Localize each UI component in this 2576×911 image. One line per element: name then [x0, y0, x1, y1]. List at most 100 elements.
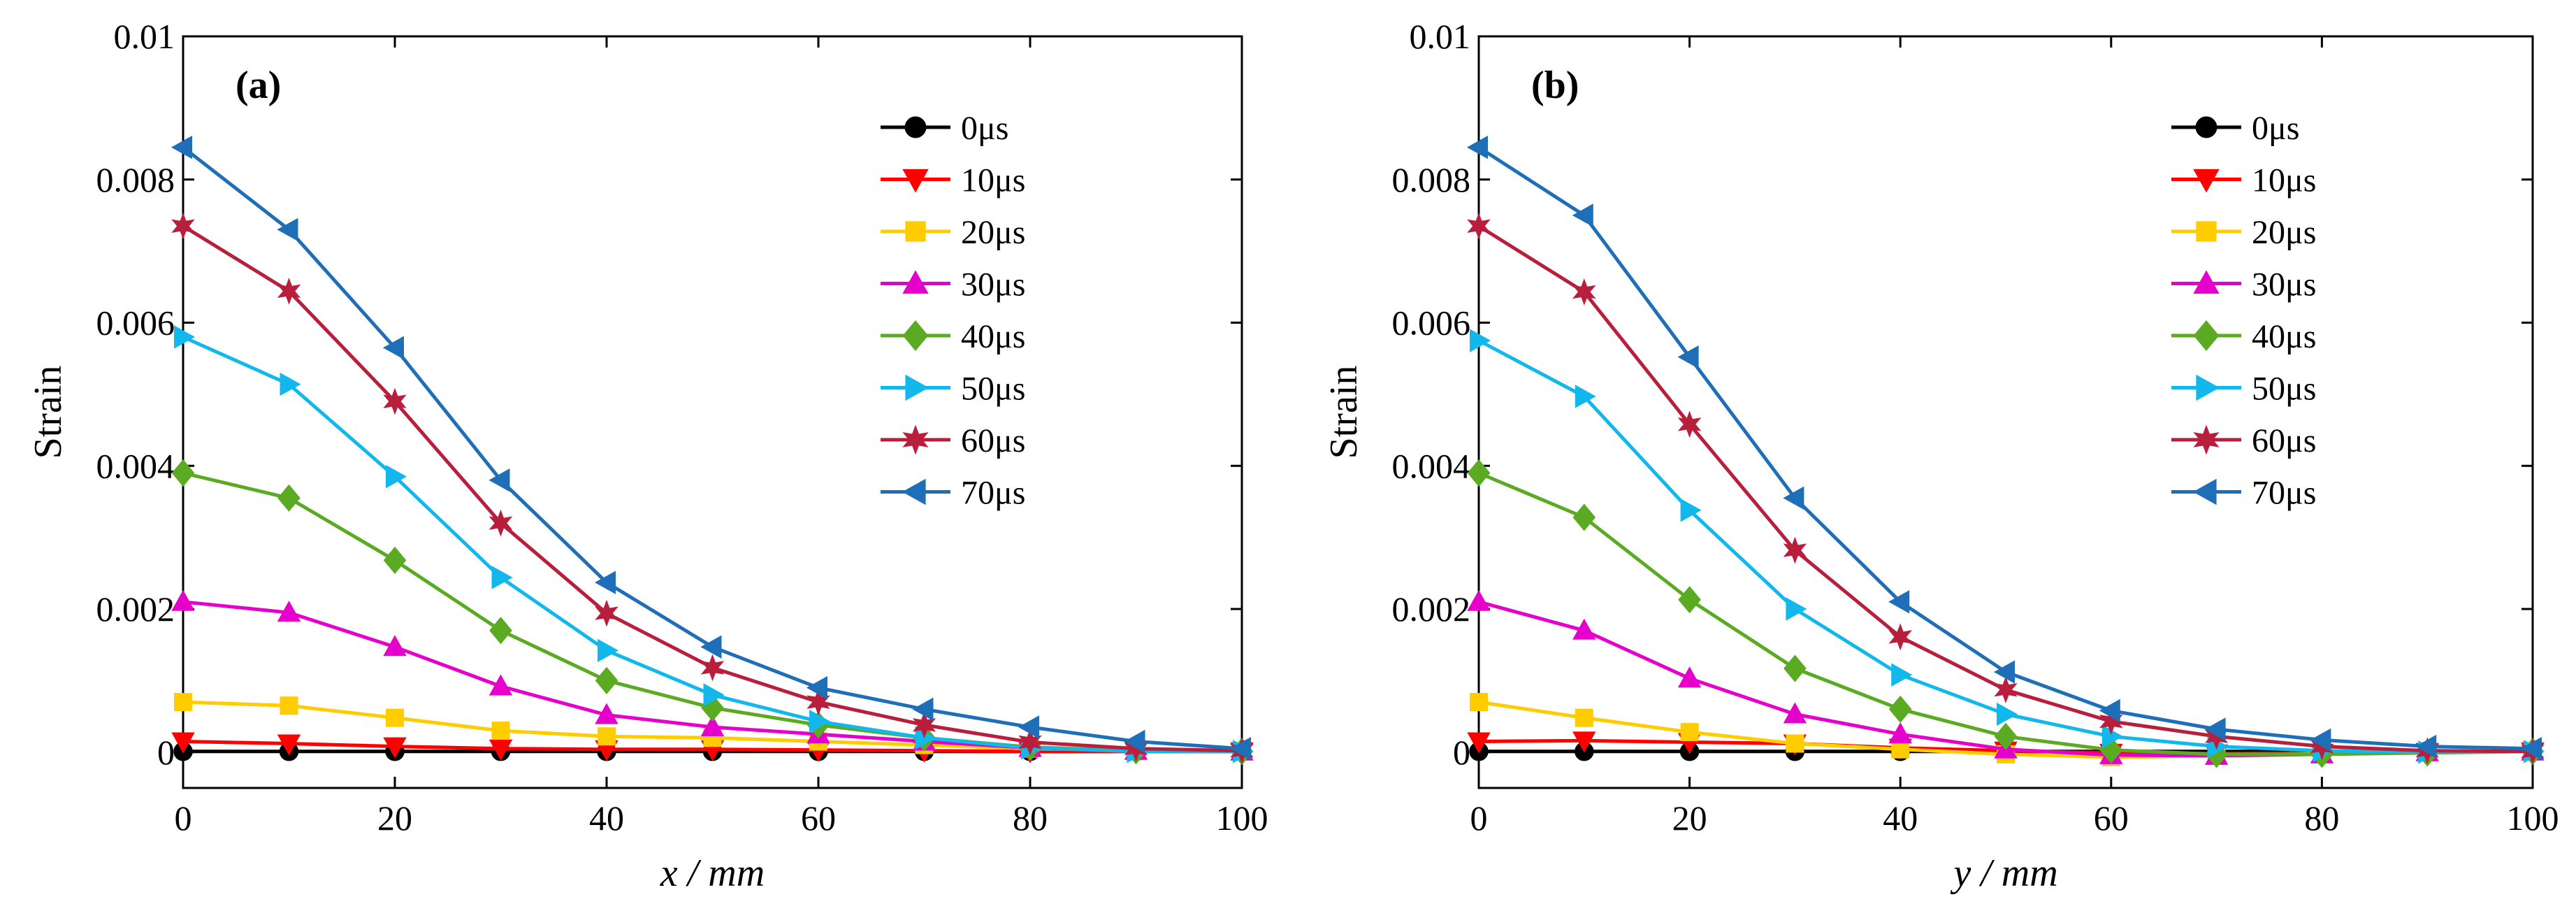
data-point-star-marker: [806, 688, 830, 716]
x-tick-label: 100: [2507, 798, 2559, 838]
data-point-triangle-right-marker: [703, 683, 725, 707]
data-point-triangle-right-marker: [280, 372, 301, 396]
legend-entry-label: 0μs: [2252, 110, 2299, 147]
data-point-star-marker: [1994, 676, 2018, 704]
data-point-triangle-left-marker: [2204, 717, 2226, 741]
x-tick-label: 20: [377, 798, 412, 838]
y-tick-label: 0.008: [1392, 160, 1471, 199]
legend-entry-label: 50μs: [961, 371, 1025, 408]
data-point-triangle-left-marker: [1677, 345, 1699, 369]
data-point-star-marker: [912, 711, 936, 739]
x-tick-label: 0: [175, 798, 192, 838]
data-point-star-marker: [1018, 729, 1042, 756]
y-tick-label: 0.01: [114, 17, 175, 56]
data-point-star-marker: [277, 278, 301, 305]
data-point-diamond-marker: [1467, 459, 1491, 487]
data-point-triangle-left-marker: [1018, 715, 1039, 739]
y-tick-label: 0.01: [1410, 17, 1471, 56]
y-tick-label: 0.006: [96, 303, 175, 343]
y-tick-label: 0: [157, 733, 175, 772]
data-point-triangle-right-marker: [491, 566, 513, 589]
data-point-star-marker: [1677, 410, 1702, 438]
legend-entry-label: 60μs: [2252, 422, 2316, 459]
panel-label: (a): [236, 64, 281, 107]
y-tick-label: 0.004: [96, 446, 175, 485]
y-tick-label: 0.006: [1392, 303, 1471, 343]
plot-frame: [182, 35, 1243, 789]
data-point-triangle-up-marker: [1677, 666, 1702, 688]
data-point-square-marker: [598, 727, 616, 746]
plot-frame: [1477, 35, 2534, 789]
data-point-square-marker: [491, 722, 510, 740]
x-tick-label: 100: [1216, 798, 1268, 838]
legend-triangle-right-marker: [2196, 374, 2220, 401]
legend-entry-label: 30μs: [2252, 266, 2316, 303]
panel-b-chart: 0 20 40 60 80 100 0 0.002 0.004 0.006 0.008 0.01 y /…: [1322, 17, 2559, 895]
data-point-diamond-marker: [1783, 654, 1807, 682]
x-axis-title: x / mm: [660, 852, 765, 895]
data-point-diamond-marker: [1678, 586, 1701, 614]
legend-circle-marker: [2195, 116, 2217, 138]
y-tick-label: 0.004: [1392, 446, 1471, 485]
data-point-triangle-down-marker: [383, 737, 407, 759]
data-point-triangle-right-marker: [1786, 597, 1807, 621]
data-point-star-marker: [171, 212, 195, 240]
x-tick-label: 80: [1013, 798, 1048, 838]
data-point-triangle-left-marker: [912, 697, 934, 722]
legend-triangle-left-marker: [902, 478, 926, 505]
data-point-triangle-left-marker: [1466, 135, 1488, 159]
data-point-triangle-right-marker: [809, 710, 831, 733]
y-tick-label: 0.002: [1392, 589, 1471, 629]
data-point-triangle-left-marker: [382, 336, 404, 360]
data-point-triangle-left-marker: [171, 135, 192, 159]
data-point-triangle-right-marker: [1997, 702, 2018, 726]
data-point-square-marker: [1680, 723, 1699, 742]
data-point-triangle-left-marker: [1124, 729, 1145, 754]
legend-entry-label: 10μs: [961, 162, 1025, 199]
legend-triangle-right-marker: [905, 374, 929, 401]
data-point-triangle-right-marker: [1680, 498, 1702, 522]
legend-square-marker: [2196, 221, 2217, 242]
legend-entry-label: 10μs: [2252, 162, 2316, 199]
data-point-triangle-right-marker: [386, 464, 407, 489]
legend-star-marker: [2193, 424, 2220, 455]
data-point-triangle-left-marker: [700, 635, 722, 659]
y-axis-title: Strain: [1322, 366, 1366, 459]
data-point-triangle-down-marker: [1572, 731, 1596, 753]
data-point-star-marker: [383, 387, 407, 415]
x-tick-label: 40: [1883, 798, 1918, 838]
data-point-diamond-marker: [489, 617, 512, 645]
x-tick-label: 60: [2094, 798, 2129, 838]
data-point-triangle-up-marker: [1783, 702, 1807, 724]
data-point-triangle-left-marker: [2415, 734, 2437, 759]
data-point-triangle-left-marker: [1229, 736, 1251, 761]
data-point-square-marker: [1891, 740, 1910, 759]
data-point-diamond-marker: [1572, 503, 1596, 531]
data-point-triangle-up-marker: [489, 674, 513, 696]
data-point-star-marker: [2099, 708, 2123, 736]
panel-label: (b): [1531, 64, 1579, 107]
legend-diamond-marker: [902, 320, 929, 351]
data-point-star-marker: [489, 509, 513, 537]
data-point-triangle-right-marker: [1470, 329, 1491, 352]
data-point-triangle-right-marker: [1575, 385, 1596, 408]
data-point-diamond-marker: [595, 666, 618, 694]
data-point-triangle-up-marker: [383, 635, 407, 657]
legend-diamond-marker: [2193, 320, 2220, 351]
x-tick-label: 80: [2304, 798, 2339, 838]
x-axis-title: y / mm: [1950, 852, 2057, 895]
data-point-triangle-up-marker: [700, 715, 725, 736]
y-axis-title: Strain: [27, 366, 70, 459]
legend-entry-label: 40μs: [2252, 318, 2316, 355]
data-point-diamond-marker: [1994, 722, 2018, 750]
data-point-square-marker: [1575, 708, 1593, 727]
data-point-square-marker: [1470, 693, 1488, 712]
data-point-triangle-left-marker: [277, 217, 298, 242]
data-point-star-marker: [1467, 212, 1491, 240]
data-point-triangle-up-marker: [1467, 589, 1491, 611]
data-point-triangle-up-marker: [1888, 722, 1912, 744]
data-point-triangle-down-marker: [1467, 732, 1491, 754]
x-tick-label: 60: [801, 798, 836, 838]
